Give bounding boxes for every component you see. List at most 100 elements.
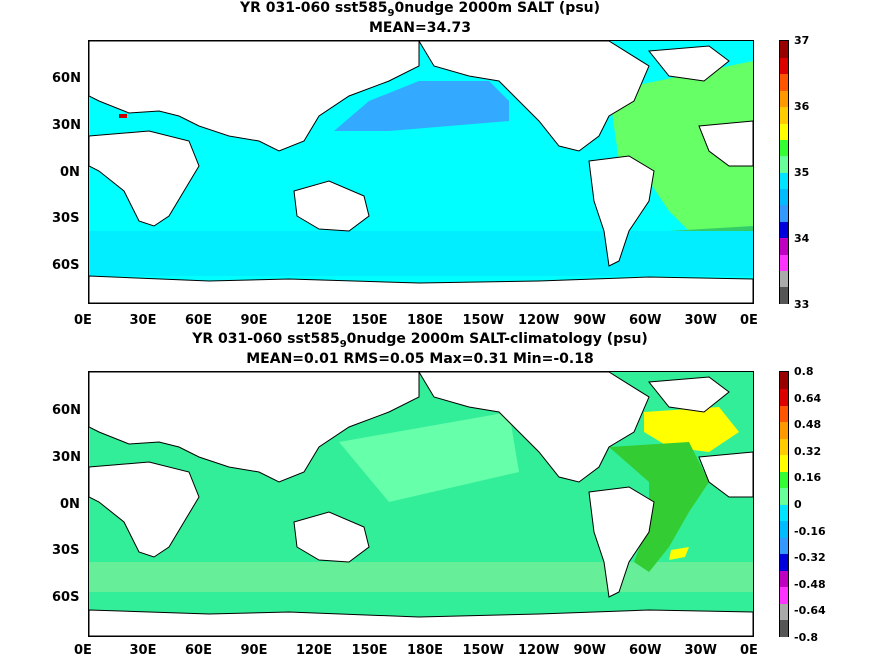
chart1-cbar-seg-2 — [780, 253, 788, 271]
chart2-xlabel-4: 120E — [296, 643, 333, 658]
chart1-xlabel-7: 150W — [462, 313, 504, 328]
chart1-australia — [293, 180, 370, 232]
chart1-map-svg — [89, 41, 753, 303]
chart1-mediterranean — [119, 114, 127, 118]
chart2-cbar-seg-12 — [780, 421, 788, 439]
chart2-xlabel-7: 150W — [462, 643, 504, 658]
chart2-cbar-seg-11 — [780, 438, 788, 455]
chart2-cbar-label-10: -0.8 — [794, 631, 819, 644]
chart2-south-atlantic-anomaly — [669, 547, 689, 560]
chart2-southern-band — [89, 562, 753, 592]
chart2-ylabel-30s: 30S — [52, 543, 80, 558]
chart2-xlabel-0: 0E — [74, 643, 92, 658]
chart1-xlabel-12: 0E — [740, 313, 758, 328]
chart2-cbar-label-4: 0.16 — [794, 471, 822, 485]
chart1-xlabel-9: 90W — [573, 313, 606, 328]
chart1-ylabel-30s: 30S — [52, 211, 80, 226]
chart1-subtitle: MEAN=34.73 — [368, 20, 472, 36]
chart2-xlabel-9: 90W — [573, 643, 606, 658]
chart1-cbar-seg-8 — [780, 155, 788, 173]
chart1-cbar-label-35: 35 — [794, 166, 810, 179]
chart1-cbar-label-33: 33 — [794, 298, 810, 311]
chart2-ylabel-60s: 60S — [52, 590, 80, 605]
chart2-africa-west — [698, 451, 753, 498]
chart1-cbar-seg-1 — [780, 270, 788, 288]
chart1-xlabel-8: 120W — [518, 313, 560, 328]
chart2-cbar-label-1: 0.64 — [794, 391, 822, 405]
chart2-xlabel-6: 180E — [407, 643, 444, 658]
chart1-southern-band — [89, 231, 753, 276]
chart2-cbar-seg-7 — [780, 504, 788, 521]
chart2-subtitle: MEAN=0.01 RMS=0.05 Max=0.31 Min=-0.18 — [246, 351, 594, 367]
chart2-cbar-label-9: -0.64 — [794, 604, 826, 618]
chart2-ylabel-30n: 30N — [52, 450, 81, 465]
chart2-cbar-seg-6 — [780, 520, 788, 538]
chart2-title: YR 031-060 sst58590nudge 2000m SALT-clim… — [192, 331, 648, 350]
chart1-ylabel-30n: 30N — [52, 118, 81, 133]
chart2-colorbar — [779, 371, 789, 637]
chart1-cbar-seg-11 — [780, 106, 788, 124]
chart2-cbar-seg-4 — [780, 553, 788, 571]
chart2-cbar-seg-0 — [780, 619, 788, 637]
chart2-xlabel-11: 30W — [684, 643, 717, 658]
chart2-cbar-label-0: 0.8 — [794, 365, 814, 378]
chart2-australia — [293, 511, 370, 563]
chart2-xlabel-12: 0E — [740, 643, 758, 658]
chart1-cbar-seg-10 — [780, 122, 788, 140]
chart1-cbar-label-37: 37 — [794, 34, 810, 47]
chart2-cbar-label-5: 0 — [794, 498, 802, 511]
chart2-cbar-seg-15 — [780, 372, 788, 389]
chart1-xlabel-11: 30W — [684, 313, 717, 328]
chart1-ylabel-60s: 60S — [52, 258, 80, 273]
chart2-africa — [89, 461, 200, 558]
chart1-cbar-seg-13 — [780, 73, 788, 91]
chart2-cbar-seg-3 — [780, 570, 788, 587]
chart2-antarctica — [89, 609, 753, 636]
chart2-cbar-seg-8 — [780, 487, 788, 505]
chart1-xlabel-6: 180E — [407, 313, 444, 328]
chart1-xlabel-10: 60W — [629, 313, 662, 328]
chart1-cbar-label-34: 34 — [794, 232, 810, 245]
chart2-cbar-label-8: -0.48 — [794, 577, 826, 591]
chart1-cbar-seg-7 — [780, 172, 788, 189]
chart1-xlabel-1: 30E — [129, 313, 157, 328]
chart1-cbar-seg-5 — [780, 204, 788, 222]
chart1-cbar-seg-0 — [780, 286, 788, 304]
chart2-xlabel-2: 60E — [185, 643, 212, 658]
chart2-cbar-seg-5 — [780, 537, 788, 554]
chart2-cbar-seg-13 — [780, 405, 788, 422]
chart1-antarctica — [89, 275, 753, 303]
chart1-map — [88, 40, 754, 304]
chart1-xlabel-3: 90E — [240, 313, 268, 328]
chart2-south-america — [588, 486, 655, 598]
chart2-cbar-label-6: -0.16 — [794, 524, 826, 538]
chart1-cbar-seg-12 — [780, 90, 788, 108]
chart2-eurasia — [89, 372, 420, 483]
chart1-north-america — [418, 41, 650, 152]
chart1-south-america — [588, 155, 655, 267]
chart2-cbar-seg-1 — [780, 603, 788, 620]
chart2-ylabel-60n: 60N — [52, 403, 81, 418]
chart1-xlabel-2: 60E — [185, 313, 212, 328]
chart1-atlantic-region — [609, 61, 753, 231]
chart2-cbar-label-3: 0.32 — [794, 444, 822, 458]
chart1-north-pacific-region — [334, 81, 509, 131]
chart2-cbar-seg-2 — [780, 586, 788, 604]
chart1-xlabel-0: 0E — [74, 313, 92, 328]
chart1-ylabel-0n: 0N — [60, 165, 80, 180]
chart2-map-svg — [89, 372, 753, 636]
chart1-cbar-seg-4 — [780, 221, 788, 239]
chart1-colorbar — [779, 40, 789, 304]
chart2-cbar-seg-9 — [780, 471, 788, 488]
chart1-greenland — [648, 45, 730, 82]
chart1-cbar-seg-14 — [780, 57, 788, 75]
chart2-xlabel-5: 150E — [351, 643, 388, 658]
chart2-xlabel-1: 30E — [129, 643, 157, 658]
chart1-cbar-seg-3 — [780, 237, 788, 255]
chart1-ylabel-60n: 60N — [52, 71, 81, 86]
chart2-atlantic-anomaly — [609, 442, 709, 572]
chart2-cbar-seg-10 — [780, 454, 788, 472]
chart2-map — [88, 371, 754, 637]
chart2-north-america — [418, 372, 650, 483]
chart2-north-atlantic-anomaly — [644, 407, 739, 452]
